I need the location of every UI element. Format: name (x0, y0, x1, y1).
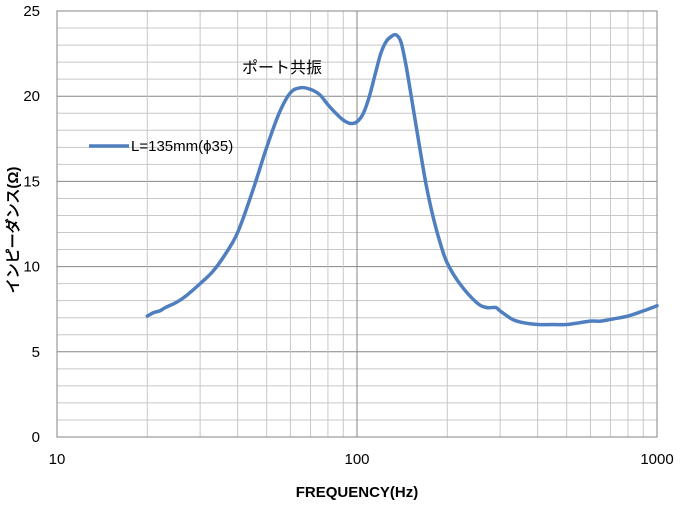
plot-area-frame (56, 10, 658, 438)
x-axis-title: FREQUENCY(Hz) (296, 484, 419, 501)
y-tick-label: 10 (23, 259, 40, 276)
y-tick-label: 15 (23, 173, 40, 190)
series-line (145, 32, 659, 327)
legend: L=135mm(ϕ35) (89, 138, 233, 155)
legend-label: L=135mm(ϕ35) (131, 138, 233, 155)
x-tick-label: 100 (344, 451, 369, 468)
y-tick-label: 0 (32, 429, 40, 446)
port-resonance-annotation: ポート共振 (242, 58, 322, 77)
y-tick-label: 20 (23, 88, 40, 105)
y-axis-ticks: 0 5 10 15 20 25 (23, 3, 40, 446)
y-tick-label: 25 (23, 3, 40, 20)
grid (56, 10, 657, 438)
x-tick-label: 10 (49, 451, 66, 468)
y-tick-label: 5 (32, 344, 40, 361)
y-axis-title: インピーダンス(Ω) (4, 167, 22, 294)
x-tick-label: 1000 (640, 451, 673, 468)
x-axis-ticks: 10 100 1000 (49, 451, 674, 468)
